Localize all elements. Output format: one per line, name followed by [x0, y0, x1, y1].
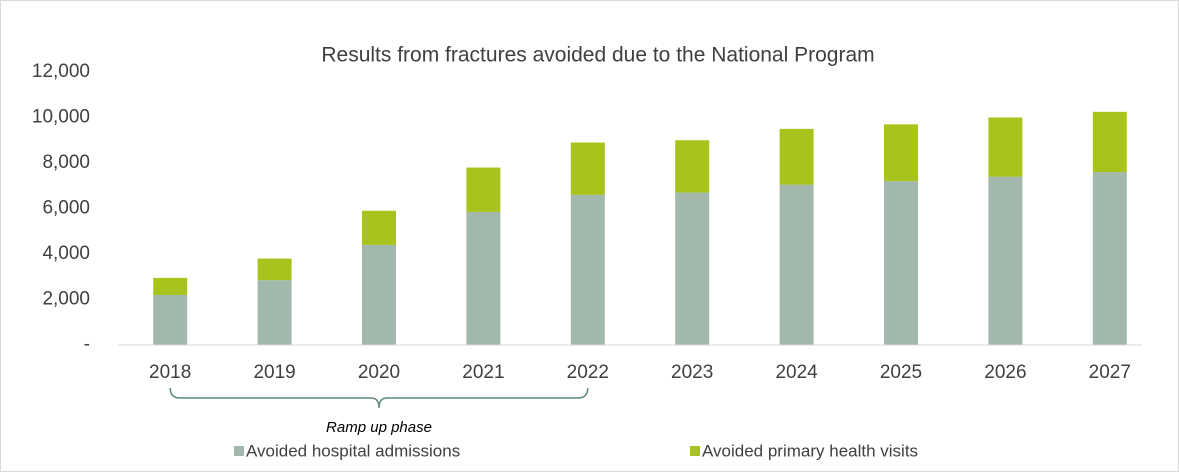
bar-segment: [779, 128, 814, 185]
y-tick-label: 12,000: [32, 61, 90, 82]
y-tick-label: -: [84, 334, 90, 355]
bar-segment: [884, 124, 918, 182]
bar-segment: [257, 280, 292, 345]
bar-segment: [153, 277, 188, 295]
bar-segment: [675, 192, 710, 345]
bar-segment: [257, 258, 292, 281]
bar-segment: [1092, 172, 1127, 345]
x-tick-label: 2021: [462, 362, 504, 383]
bar-segment: [466, 211, 501, 345]
bar-segment: [153, 294, 188, 345]
x-tick-label: 2023: [671, 362, 713, 383]
x-tick-label: 2018: [149, 362, 191, 383]
x-tick-label: 2020: [358, 362, 400, 383]
bar-segment: [362, 244, 396, 345]
bar-segment: [362, 210, 396, 245]
x-tick-label: 2025: [880, 362, 922, 383]
x-tick-label: 2027: [1089, 362, 1131, 383]
y-tick-label: 6,000: [42, 198, 90, 219]
bar-segment: [988, 176, 1023, 345]
legend-label: Avoided primary health visits: [702, 441, 918, 460]
y-tick-label: 4,000: [42, 243, 90, 264]
x-tick-label: 2024: [775, 362, 818, 383]
bar-segment: [570, 142, 605, 195]
bar-segment: [1092, 111, 1127, 173]
bar-segment: [988, 117, 1023, 177]
legend-swatch: [690, 446, 700, 456]
y-tick-label: 2,000: [42, 289, 90, 310]
annotation: Ramp up phase: [326, 419, 432, 436]
y-tick-label: 10,000: [32, 107, 90, 128]
bar-segment: [675, 140, 710, 193]
y-tick-label: 8,000: [42, 152, 90, 173]
x-tick-label: 2022: [567, 362, 609, 383]
bar-segment: [779, 184, 814, 345]
bar-segment: [466, 167, 501, 212]
bracket: [169, 387, 589, 409]
x-tick-label: 2019: [253, 362, 295, 383]
x-tick-label: 2026: [984, 362, 1026, 383]
legend-label: Avoided hospital admissions: [246, 441, 460, 460]
chart-title: Results from fractures avoided due to th…: [321, 44, 874, 67]
bar-segment: [570, 194, 605, 345]
legend-swatch: [234, 446, 244, 456]
bar-segment: [884, 181, 918, 345]
